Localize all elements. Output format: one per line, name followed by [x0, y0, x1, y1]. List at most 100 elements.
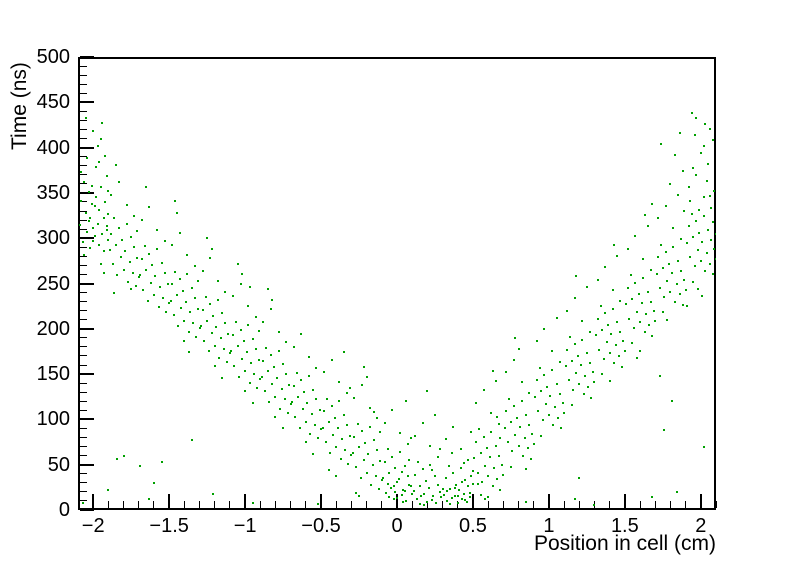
scatter-point: [599, 305, 602, 308]
scatter-point: [323, 371, 326, 374]
scatter-point: [271, 298, 274, 301]
scatter-point: [348, 434, 351, 437]
scatter-point: [444, 477, 447, 480]
y-major-tick: [80, 327, 94, 330]
scatter-point: [244, 390, 247, 393]
scatter-point: [535, 340, 538, 343]
scatter-point: [579, 364, 582, 367]
scatter-point: [130, 236, 133, 239]
y-tick-label: 500: [36, 46, 70, 68]
y-minor-tick: [80, 400, 87, 402]
scatter-point: [673, 153, 676, 156]
scatter-point: [696, 287, 699, 290]
scatter-point: [231, 295, 234, 298]
scatter-point: [379, 431, 382, 434]
scatter-point: [159, 286, 162, 289]
scatter-point: [236, 262, 239, 265]
scatter-point: [317, 437, 319, 440]
scatter-point: [203, 339, 206, 342]
scatter-point: [505, 371, 508, 374]
x-tick-label: 2: [695, 515, 707, 537]
x-minor-tick: [518, 501, 520, 508]
scatter-point: [190, 287, 193, 290]
scatter-point: [576, 354, 579, 357]
scatter-point: [532, 442, 535, 445]
scatter-point: [221, 376, 224, 379]
scatter-point: [465, 500, 468, 503]
x-minor-tick: [107, 501, 109, 508]
scatter-point: [339, 458, 342, 461]
scatter-point: [604, 266, 607, 269]
scatter-point: [429, 444, 432, 447]
scatter-point: [225, 361, 228, 364]
scatter-point: [704, 269, 707, 272]
scatter-point: [359, 477, 362, 480]
scatter-point: [259, 377, 262, 380]
y-minor-tick: [80, 437, 87, 439]
scatter-point: [279, 407, 282, 410]
scatter-point: [406, 442, 409, 445]
scatter-point: [646, 224, 649, 227]
y-tick-label: 450: [36, 91, 70, 114]
scatter-point: [701, 240, 704, 243]
scatter-point: [187, 351, 190, 354]
scatter-point: [292, 384, 295, 387]
scatter-point: [107, 239, 110, 241]
scatter-point: [379, 460, 382, 463]
scatter-point: [512, 404, 515, 407]
scatter-point: [520, 400, 523, 403]
scatter-point: [356, 422, 359, 425]
scatter-point: [301, 408, 304, 411]
scatter-point: [286, 412, 289, 415]
scatter-point: [511, 450, 514, 453]
scatter-point: [209, 303, 212, 306]
scatter-point: [678, 132, 681, 135]
scatter-point: [368, 425, 371, 428]
scatter-point: [418, 502, 421, 505]
scatter-point: [282, 427, 285, 430]
y-major-tick: [80, 101, 94, 104]
scatter-point: [306, 402, 309, 405]
scatter-point: [285, 373, 288, 376]
scatter-point: [396, 480, 398, 483]
scatter-point: [686, 241, 689, 244]
scatter-point: [362, 365, 365, 368]
scatter-point: [611, 307, 614, 310]
scatter-point: [666, 318, 669, 321]
scatter-point: [538, 366, 541, 369]
scatter-point: [453, 494, 456, 497]
scatter-point: [358, 446, 361, 449]
x-major-tick: [396, 494, 398, 508]
scatter-point: [549, 394, 552, 397]
x-minor-tick: [442, 501, 444, 508]
scatter-point: [566, 309, 569, 312]
x-major-tick: [471, 494, 474, 508]
x-minor-tick: [290, 501, 292, 508]
scatter-point: [303, 391, 306, 394]
scatter-point: [353, 435, 356, 438]
scatter-point: [354, 491, 357, 494]
scatter-point: [206, 319, 209, 322]
scatter-point: [81, 501, 84, 504]
y-tick-label: 100: [36, 408, 70, 431]
scatter-point: [687, 225, 690, 228]
scatter-point: [86, 157, 89, 160]
scatter-point: [160, 261, 163, 264]
scatter-point: [699, 259, 702, 262]
scatter-point: [218, 356, 221, 359]
scatter-point: [537, 410, 540, 413]
scatter-point: [335, 475, 338, 478]
scatter-point: [405, 400, 408, 403]
scatter-point: [502, 473, 505, 476]
y-tick-label: 250: [36, 272, 70, 295]
scatter-point: [432, 494, 435, 497]
scatter-point: [541, 419, 544, 422]
scatter-point: [107, 212, 110, 215]
scatter-point: [503, 426, 506, 429]
y-minor-tick: [80, 500, 87, 502]
scatter-point: [625, 303, 628, 306]
scatter-point: [409, 436, 412, 439]
scatter-point: [181, 289, 184, 292]
scatter-point: [423, 503, 426, 506]
